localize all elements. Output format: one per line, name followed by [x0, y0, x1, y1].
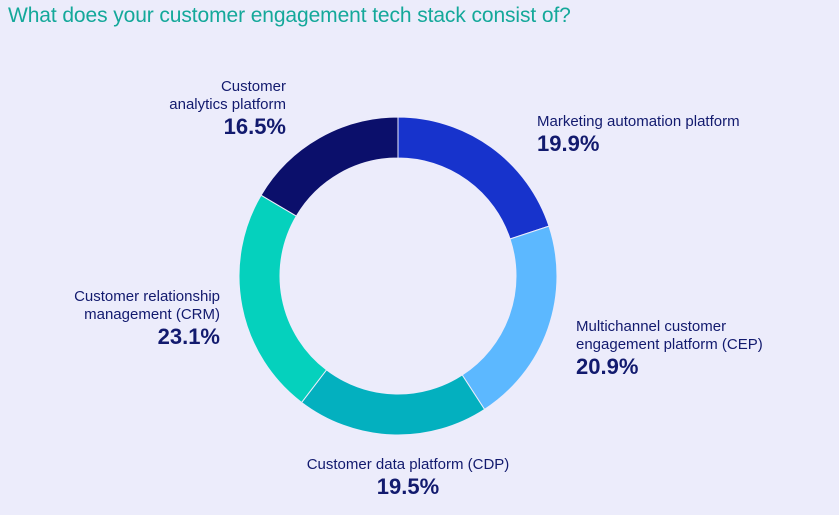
slice-name-line1: Customer relationship — [74, 288, 220, 305]
slice-percent: 16.5% — [223, 114, 286, 139]
slice-name-line2: engagement platform (CEP) — [576, 336, 763, 353]
slice-name-line2: analytics platform — [169, 96, 286, 113]
donut-slice-cep — [461, 225, 558, 411]
slice-label-cdp: Customer data platform (CDP) 19.5% — [283, 456, 533, 500]
chart-title: What does your customer engagement tech … — [8, 4, 571, 27]
slice-name: Customer data platform (CDP) — [306, 456, 510, 473]
slice-percent: 20.9% — [576, 354, 639, 379]
slice-name: Marketing automation platform — [537, 113, 740, 130]
slice-name-line1: Customer — [220, 78, 286, 95]
slice-percent: 19.9% — [537, 131, 600, 156]
slice-percent: 23.1% — [157, 324, 220, 349]
slice-label-cep: Multichannel customer engagement platfor… — [576, 318, 763, 380]
slice-label-crm: Customer relationship management (CRM) 2… — [20, 288, 220, 350]
donut-slice-crm — [238, 194, 328, 404]
slice-name-line2: management (CRM) — [84, 306, 220, 323]
donut-slice-cdp — [300, 369, 486, 436]
slice-name-line1: Multichannel customer — [576, 318, 727, 335]
slice-label-marketing-automation: Marketing automation platform 19.9% — [537, 113, 740, 157]
slice-percent: 19.5% — [376, 474, 440, 499]
slice-label-customer-analytics: Customer analytics platform 16.5% — [86, 78, 286, 140]
donut-slice-marketing-automation — [397, 116, 550, 240]
donut-slice-customer-analytics — [260, 116, 399, 217]
